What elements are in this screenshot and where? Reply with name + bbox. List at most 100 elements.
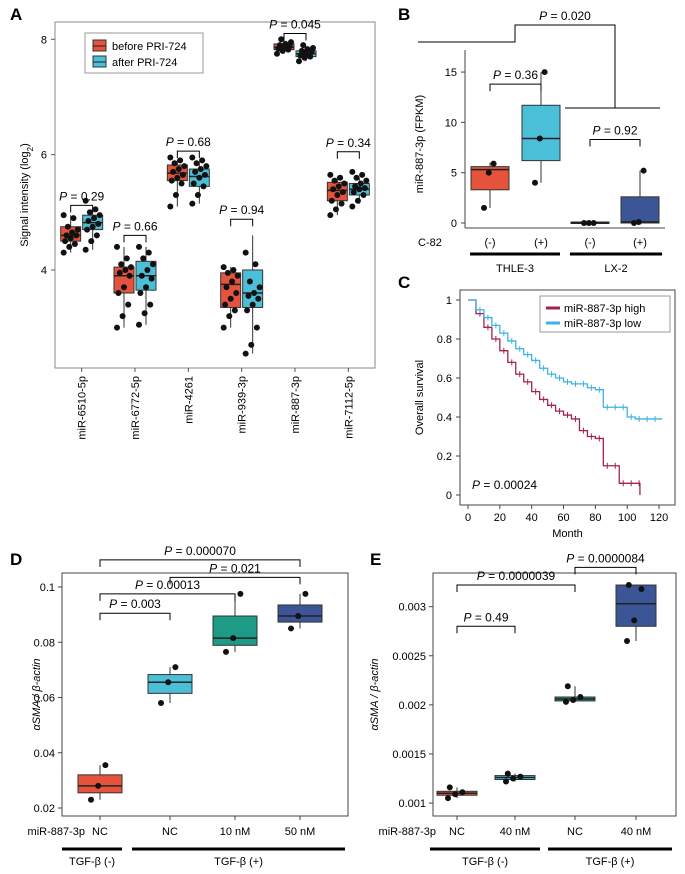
panel-e-bracket <box>456 584 576 593</box>
panel-d-group-label: TGF-β (-) <box>69 856 115 868</box>
panel-a-box-point <box>327 171 334 178</box>
panel-b-ytick-label: 10 <box>445 117 457 129</box>
panel-d-pvalue: P = 0.003 <box>109 597 161 611</box>
panel-e-box-point <box>564 683 571 690</box>
panel-b-box-point <box>490 160 497 167</box>
panel-e-pvalue-p: P <box>566 551 574 565</box>
panel-e-group-label: TGF-β (+) <box>586 856 635 868</box>
panel-c-pvalue-value: = 0.00024 <box>480 478 537 492</box>
panel-a-box-point <box>114 324 120 331</box>
panel-a-box-point <box>136 321 142 328</box>
panel-a-box-point <box>89 223 96 230</box>
panel-b-pvalue-value: = 0.020 <box>547 9 591 23</box>
panel-c-xtick-label: 120 <box>650 512 668 524</box>
panel-a-pvalue-value: = 0.94 <box>227 203 264 217</box>
panel-a-box-point <box>121 284 127 291</box>
panel-d-pvalue-p: P <box>135 578 143 592</box>
panel-a-box-point <box>118 261 125 268</box>
panel-a-box-point <box>220 324 227 331</box>
panel-d-ytick-label: 0.04 <box>34 748 55 760</box>
panel-b-pvalue-p: P <box>493 68 501 82</box>
panel-a-box-point <box>234 272 241 279</box>
panel-a-box-point <box>203 163 210 170</box>
panel-b-ytick-label: 5 <box>451 168 457 180</box>
panel-b-ytick-label: 15 <box>445 67 457 79</box>
panel-c-xtick-label: 60 <box>557 512 569 524</box>
panel-a-box-point <box>230 266 237 273</box>
panel-a-box-point <box>62 238 69 245</box>
panel-a-box-point <box>338 200 345 207</box>
panel-a-box-point <box>192 168 199 175</box>
panel-a-box-point <box>116 269 123 276</box>
panel-a-bracket <box>123 234 147 243</box>
panel-a-box-point <box>298 47 305 54</box>
panel-a-box-point <box>276 42 283 49</box>
panel-a-box-point <box>196 174 203 181</box>
panel-e-box-point <box>459 789 466 796</box>
panel-a-box-point <box>92 206 99 213</box>
panel-a-ylabel-sub: 2 <box>26 146 35 151</box>
panel-d-bracket <box>99 593 236 601</box>
panel-a-box-point <box>229 278 236 285</box>
panel-a-box-point <box>252 261 259 268</box>
panel-a-box-point <box>178 180 185 187</box>
panel-a-box-point <box>274 50 280 57</box>
panel-d-box-point <box>295 613 302 620</box>
panel-b-row-label: C-82 <box>418 237 442 249</box>
panel-a-box-point <box>189 154 196 161</box>
panel-a-box-point <box>304 46 311 53</box>
panel-d-ytick-label: 0.06 <box>34 693 55 705</box>
panel-d-ylabel: αSMA / β-actin <box>31 658 43 730</box>
panel-e-box-point <box>570 696 577 703</box>
panel-a-box-point <box>199 157 206 164</box>
panel-e-pvalue-p: P <box>477 569 485 583</box>
panel-c-ytick-label: 0.6 <box>437 373 452 385</box>
panel-a-box-point <box>126 272 133 279</box>
panel-a-box-point <box>278 36 285 43</box>
panel-a-box-point <box>357 180 364 187</box>
panel-a-ylabel: Signal intensity (log2) <box>19 143 35 247</box>
panel-b-box-box <box>620 196 660 224</box>
panel-a-box-point <box>73 232 80 239</box>
panel-a-box-point <box>172 192 179 198</box>
panel-c-xtick-label: 20 <box>494 512 506 524</box>
panel-d-category-label: NC <box>162 826 178 838</box>
panel-a-pvalue: P = 0.66 <box>112 219 157 233</box>
panel-a-box-point <box>350 189 357 196</box>
panel-d-pvalue: P = 0.021 <box>209 561 261 575</box>
panel-d-pvalue: P = 0.00013 <box>135 578 200 592</box>
panel-e-category-label: 40 nM <box>500 826 531 838</box>
panel-d-group-label: TGF-β (+) <box>214 856 263 868</box>
panel-a-box-point <box>226 313 233 320</box>
panel-a-box-point <box>86 209 93 216</box>
panel-b-box-point <box>640 167 647 174</box>
panel-b-pvalue: P = 0.020 <box>539 9 591 23</box>
panel-a-box-point <box>224 269 231 276</box>
panel-a-box-point <box>96 212 103 219</box>
panel-a-box-point <box>138 272 145 279</box>
panel-b-box-point <box>541 69 548 76</box>
panel-a-box-point <box>300 42 307 49</box>
panel-a-box-point <box>63 232 70 239</box>
panel-a-box-point <box>361 185 368 192</box>
panel-d-box-point <box>88 796 94 803</box>
panel-e-pvalue-p: P <box>463 610 471 624</box>
panel-c-xtick-label: 40 <box>526 512 538 524</box>
panel-d-box-point <box>172 664 179 671</box>
panel-a-box-point <box>251 290 258 297</box>
panel-e-box-point <box>631 617 638 624</box>
panel-a-box-point <box>82 197 89 204</box>
panel-c-legend-label: miR-887-3p low <box>564 318 641 330</box>
panel-a-ytick-label: 4 <box>41 265 47 277</box>
panel-a-box-point <box>335 183 342 190</box>
panel-a-box-point <box>337 174 344 181</box>
panel-d-pvalue-value: = 0.003 <box>117 597 161 611</box>
panel-a-box-point <box>245 292 252 299</box>
panel-a-box-point <box>175 166 182 173</box>
panel-a-box-point <box>88 238 95 245</box>
panel-c-xtick-label: 0 <box>465 512 471 524</box>
panel-a-box-point <box>137 290 144 297</box>
panel-d-box-point <box>288 625 294 632</box>
panel-a-bracket <box>336 151 360 159</box>
panel-e-ytick-label: 0.001 <box>398 798 426 810</box>
